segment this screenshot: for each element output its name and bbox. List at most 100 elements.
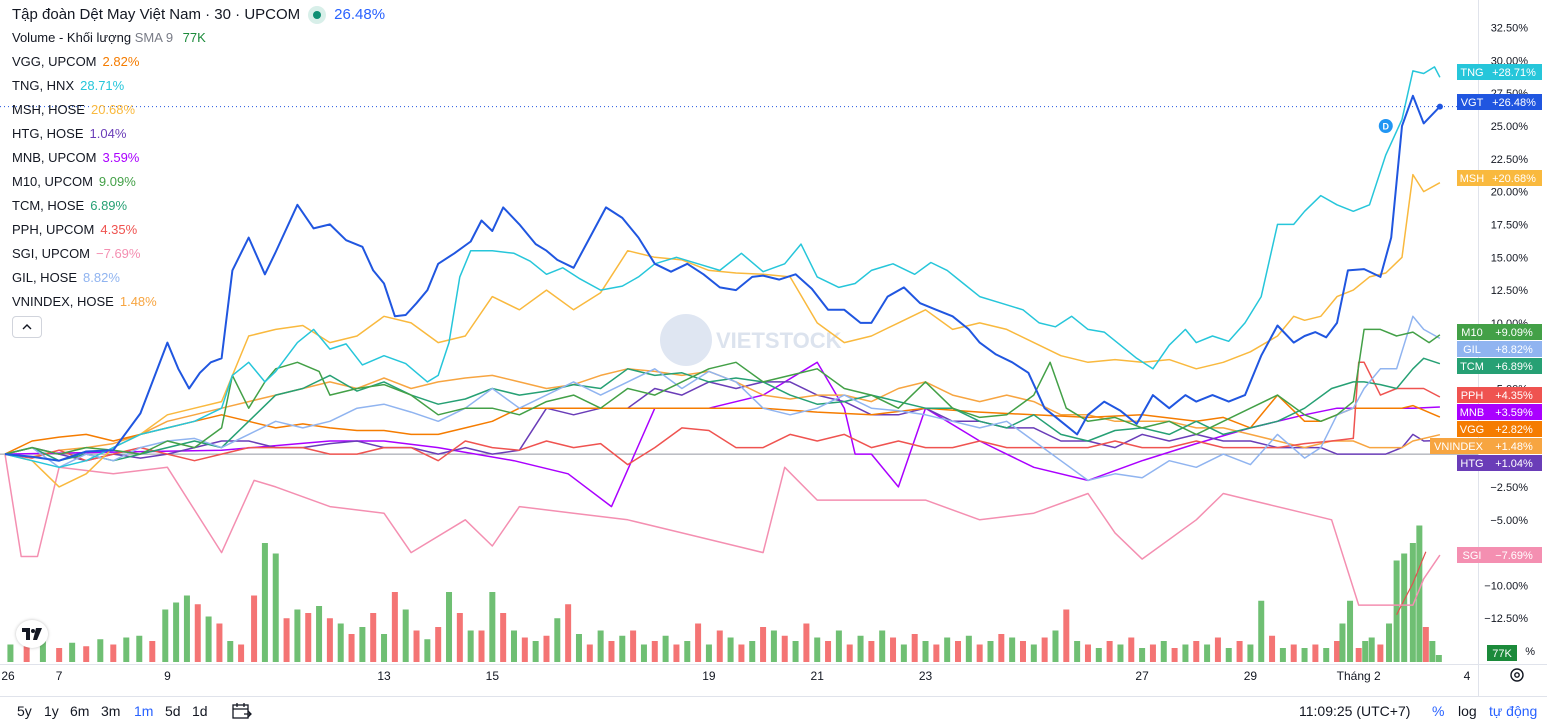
volume-bar-81: [922, 641, 929, 662]
range-button-5y[interactable]: 5y: [17, 703, 32, 719]
range-button-1d[interactable]: 1d: [192, 703, 208, 719]
volume-bar-20: [261, 543, 268, 662]
series-line-gil[interactable]: [4, 315, 1441, 482]
volume-bar-111: [1247, 644, 1254, 662]
legend-symbol: SGI, UPCOM: [12, 246, 91, 261]
legend-change: 1.48%: [119, 294, 157, 309]
price-tag-value: +4.35%: [1495, 390, 1533, 402]
chart-title-row: Tập đoàn Dệt May Việt Nam · 30 · UPCOM 2…: [12, 4, 385, 26]
price-tag-msh: MSH +20.68%: [1457, 170, 1542, 186]
volume-bar-89: [1009, 637, 1016, 662]
volume-bar-18: [238, 644, 245, 662]
volume-bar-83: [944, 637, 951, 662]
percent-scale-toggle[interactable]: %: [1432, 703, 1445, 719]
range-button-3m[interactable]: 3m: [101, 703, 121, 719]
tradingview-logo-icon[interactable]: [16, 620, 48, 648]
volume-bar-80: [911, 634, 918, 662]
price-tag-value: +1.04%: [1495, 458, 1533, 470]
volume-bar-105: [1182, 644, 1189, 662]
dividend-marker-label: D: [1383, 122, 1390, 132]
dividend-marker[interactable]: [1378, 119, 1393, 133]
price-tag-vgt: VGT +26.48%: [1457, 94, 1542, 110]
volume-last-tag: 77K: [1487, 645, 1517, 661]
volume-bar-116: [1301, 648, 1308, 662]
legend-symbol: PPH, UPCOM: [12, 222, 95, 237]
legend-row-vnindex[interactable]: VNINDEX, HOSE 1.48%: [12, 290, 385, 314]
volume-bar-44: [521, 637, 528, 662]
price-tag-mnb: MNB +3.59%: [1457, 404, 1542, 420]
volume-legend-row[interactable]: Volume - Khối lượng SMA 9 77K: [12, 26, 385, 50]
volume-bar-71: [814, 637, 821, 662]
volume-bar-17: [227, 641, 234, 662]
auto-scale-toggle[interactable]: tự động: [1489, 703, 1538, 719]
price-tag-symbol: VNINDEX: [1434, 441, 1484, 453]
series-line-sgi[interactable]: [4, 453, 1441, 606]
price-tag-value: +26.48%: [1492, 97, 1536, 109]
legend-symbol: HTG, HOSE: [12, 126, 84, 141]
range-button-1y[interactable]: 1y: [44, 703, 59, 719]
legend-row-m10[interactable]: M10, UPCOM 9.09%: [12, 170, 385, 194]
legend-row-pph[interactable]: PPH, UPCOM 4.35%: [12, 218, 385, 242]
bottom-toolbar: 5y 1y 6m 3m 1m 5d 1d 11:09:25 (UTC+7) % log tự…: [0, 696, 1547, 724]
volume-bar-110: [1236, 641, 1243, 662]
collapse-legend-button[interactable]: [12, 316, 42, 338]
volume-bar-113: [1269, 635, 1276, 662]
price-tag-pph: PPH +4.35%: [1457, 387, 1542, 403]
volume-bar-46: [543, 635, 550, 662]
volume-bar-87: [987, 641, 994, 662]
legend-row-tng[interactable]: TNG, HNX 28.71%: [12, 74, 385, 98]
legend-row-htg[interactable]: HTG, HOSE 1.04%: [12, 122, 385, 146]
price-tag-value: +8.82%: [1495, 344, 1533, 356]
legend-change: 1.04%: [89, 126, 127, 141]
chart-title-value: 26.48%: [334, 6, 386, 23]
volume-bar-54: [630, 630, 637, 662]
series-line-vgg[interactable]: [4, 394, 1441, 455]
legend-row-vgg[interactable]: VGG, UPCOM 2.82%: [12, 50, 385, 74]
volume-bar-74: [846, 644, 853, 662]
volume-bar-102: [1149, 644, 1156, 662]
chart-legend: Tập đoàn Dệt May Việt Nam · 30 · UPCOM 2…: [12, 4, 385, 314]
legend-row-msh[interactable]: MSH, HOSE 20.68%: [12, 98, 385, 122]
price-tag-symbol: PPH: [1461, 390, 1484, 402]
volume-bar-103: [1160, 641, 1167, 662]
volume-bar-9: [136, 635, 143, 662]
volume-bar-85: [965, 635, 972, 662]
volume-bar-104: [1171, 648, 1178, 662]
legend-symbol: TCM, HOSE: [12, 198, 85, 213]
gear-icon[interactable]: [1508, 666, 1526, 689]
log-scale-toggle[interactable]: log: [1458, 703, 1477, 719]
legend-row-sgi[interactable]: SGI, UPCOM −7.69%: [12, 242, 385, 266]
legend-row-gil[interactable]: GIL, HOSE 8.82%: [12, 266, 385, 290]
volume-bar-0: [7, 644, 14, 662]
volume-bar-114: [1279, 648, 1286, 662]
volume-bar-72: [825, 641, 832, 662]
series-line-tng[interactable]: [4, 66, 1441, 469]
price-tag-value: +2.82%: [1495, 424, 1533, 436]
comparison-chart[interactable]: VIETSTOCK D 32.50%30.00%27.50%25.00%22.5…: [0, 0, 1547, 696]
series-line-m10[interactable]: [4, 328, 1441, 455]
volume-bar-36: [435, 627, 442, 662]
series-line-vgt[interactable]: [4, 94, 1441, 462]
legend-symbol: TNG, HNX: [12, 78, 75, 93]
volume-bar-61: [705, 644, 712, 662]
volume-bar-125: [1377, 644, 1384, 662]
legend-row-mnb[interactable]: MNB, UPCOM 3.59%: [12, 146, 385, 170]
volume-bar-66: [760, 627, 767, 662]
volume-bar-101: [1139, 648, 1146, 662]
volume-bar-21: [272, 553, 279, 662]
clock-readout[interactable]: 11:09:25 (UTC+7): [1299, 703, 1411, 719]
volume-sma-label: SMA 9: [134, 30, 174, 45]
price-tag-vnindex: VNINDEX +1.48%: [1430, 438, 1542, 454]
legend-change: 6.89%: [90, 198, 128, 213]
volume-bar-27: [337, 623, 344, 662]
volume-bar-28: [348, 634, 355, 662]
range-button-5d[interactable]: 5d: [165, 703, 181, 719]
calendar-goto-icon[interactable]: [232, 702, 252, 723]
volume-bar-33: [402, 609, 409, 662]
range-button-6m[interactable]: 6m: [70, 703, 90, 719]
volume-bar-98: [1106, 641, 1113, 662]
volume-bar-2: [39, 641, 46, 662]
range-button-1m[interactable]: 1m: [134, 703, 154, 719]
series-line-htg[interactable]: [4, 381, 1440, 462]
legend-row-tcm[interactable]: TCM, HOSE 6.89%: [12, 194, 385, 218]
